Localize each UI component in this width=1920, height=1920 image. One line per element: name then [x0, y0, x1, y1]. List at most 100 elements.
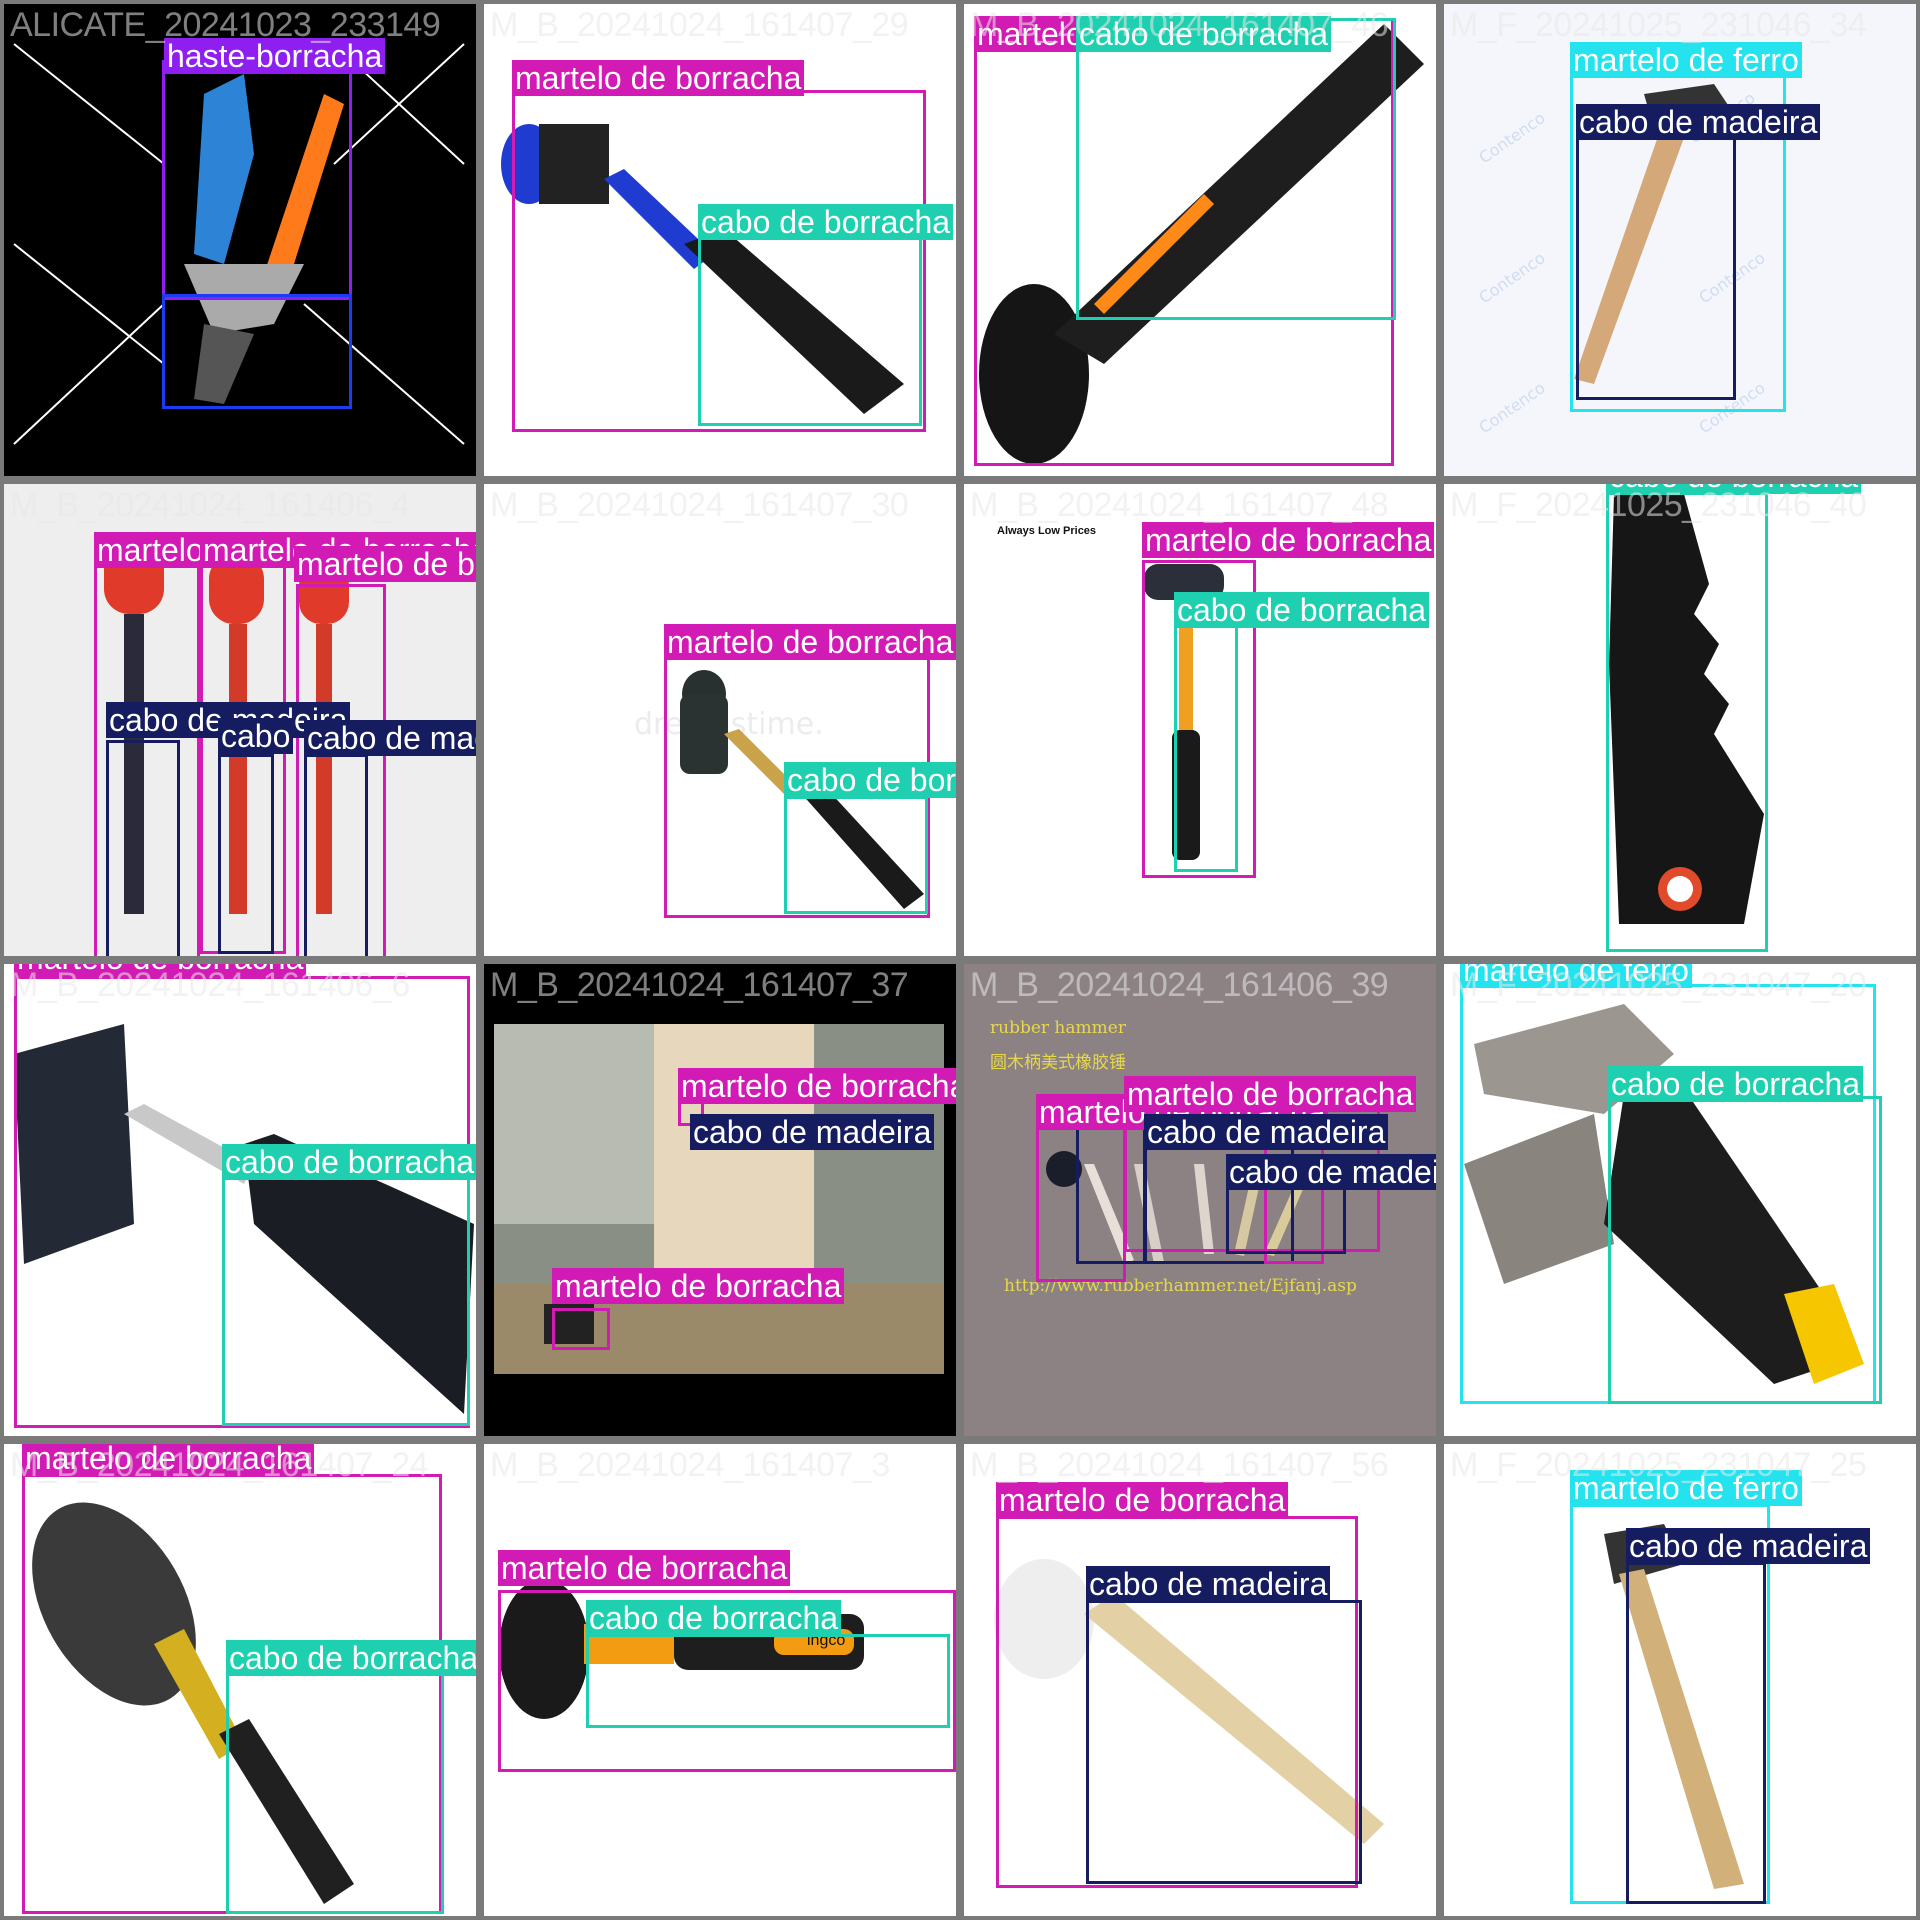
- label-martelo-de-borracha: martelo de borracha: [22, 1444, 315, 1476]
- cabo-box: [226, 1640, 444, 1914]
- tile-filename: M_B_20241024_161406_4: [10, 486, 410, 524]
- image-tile-14[interactable]: ingco martelo de borracha cabo de borrac…: [484, 1444, 956, 1916]
- image-tile-13[interactable]: martelo de borracha cabo de borracha M_B…: [4, 1444, 476, 1916]
- tile-filename: M_B_20241024_161407_3: [490, 1446, 890, 1484]
- cabo-box: [586, 1634, 950, 1728]
- rubber-hammer-image: [979, 24, 1424, 464]
- label-cabo-de-madeira: cabo de madeira: [1576, 104, 1821, 140]
- tile-filename: M_B_20241024_161407_29: [490, 6, 909, 44]
- cabo-box: [1608, 1096, 1882, 1404]
- svg-text:Contenco: Contenco: [1475, 108, 1548, 167]
- label-martelo-de-ferro: martelo de ferro: [1570, 42, 1802, 78]
- store-logo: Always Low Prices: [997, 525, 1097, 537]
- cabo-box: [1626, 1562, 1766, 1904]
- cabo-box: [1576, 108, 1736, 400]
- label-martelo-de-borracha: martelo de borracha: [14, 964, 307, 976]
- cabo-box: [1086, 1600, 1362, 1884]
- label-cabo-de-madeira: cabo de madeira: [1626, 1528, 1871, 1564]
- label-martelo: martelo: [94, 532, 207, 568]
- svg-text:Contenco: Contenco: [1475, 248, 1548, 307]
- cabo-box-3: [304, 754, 368, 956]
- image-tile-8[interactable]: cabo de borracha M_F_20241025_231046_40: [1444, 484, 1916, 956]
- label-martelo-de-borracha: martelo de borracha: [552, 1268, 845, 1304]
- label-cabo: cabo: [218, 718, 294, 754]
- label-cabo-de-borracha: cabo de borracha: [226, 1640, 476, 1676]
- label-martelo-de-ferro: martelo de ferro: [1460, 964, 1692, 988]
- martelo-box: [1142, 560, 1256, 878]
- image-tile-7[interactable]: Always Low Prices martelo de borracha ca…: [964, 484, 1436, 956]
- cabo-box: [222, 1144, 470, 1426]
- cabo-box: [1076, 18, 1396, 320]
- label-martelo-de-borracha: martelo de borracha: [1142, 522, 1435, 558]
- haste-borracha-box: [162, 60, 352, 300]
- image-tile-4[interactable]: Contenco Contenco Contenco Contenco Cont…: [1444, 4, 1916, 476]
- label-cabo-de-borracha: cabo de borracha: [1606, 484, 1862, 494]
- label-martelo-de-ferro: martelo de ferro: [1570, 1470, 1802, 1506]
- label-cabo-de-borracha: cabo de borracha: [1174, 592, 1430, 628]
- label-cabo-de-borracha: cabo de borracha: [1608, 1066, 1864, 1102]
- tile-filename: M_B_20241024_161407_37: [490, 966, 909, 1004]
- tile-filename: M_F_20241025_231047_25: [1450, 1446, 1867, 1484]
- image-tile-12[interactable]: martelo de ferro cabo de borracha M_F_20…: [1444, 964, 1916, 1436]
- tile-filename: M_F_20241025_231046_34: [1450, 6, 1867, 44]
- label-martelo-de-borracha: martelo de borracha: [678, 1068, 956, 1104]
- tile-filename: M_B_20241024_161407_56: [970, 1446, 1389, 1484]
- image-tile-3[interactable]: martelo cabo de borracha M_B_20241024_16…: [964, 4, 1436, 476]
- label-martelo-de-borracha: martelo de borracha: [512, 60, 805, 96]
- image-tile-10[interactable]: martelo de borracha cabo de madeira mart…: [484, 964, 956, 1436]
- image-tile-6[interactable]: dreamstime. martelo de borracha cabo de …: [484, 484, 956, 956]
- cabo-box: [784, 796, 928, 914]
- rubber-grip-image: [1609, 494, 1764, 924]
- label-martelo-de-borracha: martelo de borracha: [664, 624, 956, 660]
- label-martelo-de-borracha: martelo de borracha: [294, 546, 476, 582]
- cabo-box: [1174, 622, 1238, 872]
- image-tile-9[interactable]: martelo de borracha cabo de borracha M_B…: [4, 964, 476, 1436]
- tile-filename: M_F_20241025_231047_20: [1450, 966, 1867, 1004]
- tile-filename: M_B_20241024_161407_46: [970, 6, 1389, 44]
- label-haste-borracha: haste-borracha: [164, 38, 386, 74]
- workshop-video-frame: [494, 1024, 944, 1374]
- tile-filename: M_B_20241024_161406_39: [970, 966, 1389, 1004]
- tile-filename: M_F_20241025_231046_40: [1450, 486, 1867, 524]
- tile-filename: M_B_20241024_161407_24: [10, 1446, 429, 1484]
- tile-filename: ALICATE_20241023_233149: [10, 6, 441, 44]
- label-martelo: martelo: [974, 16, 1087, 52]
- rubber-hammer-image: [501, 124, 904, 414]
- tile-filename: M_B_20241024_161406_6: [10, 966, 410, 1004]
- label-cabo-de-borracha: cabo de borracha: [586, 1600, 842, 1636]
- cabo-box-2: [218, 754, 274, 954]
- overlay-text-rubber-hammer: rubber hammer: [990, 1018, 1126, 1038]
- rubber-hammer-image: [32, 1502, 354, 1904]
- image-tile-15[interactable]: martelo de borracha cabo de madeira M_B_…: [964, 1444, 1436, 1916]
- label-cabo-de-madeira: cabo de madeira: [1144, 1114, 1389, 1150]
- label-cabo-de-borracha: cabo de borracha: [784, 762, 956, 798]
- pliers-box: [162, 294, 352, 409]
- label-cabo-de-madeira: cabo de madeira: [1086, 1566, 1331, 1602]
- label-cabo-de-madeira: cabo de madeira: [690, 1114, 935, 1150]
- label-martelo-de-borracha: martelo de borracha: [498, 1550, 791, 1586]
- label-martelo-de-borracha: martelo de borracha: [1124, 1076, 1417, 1112]
- label-cabo-de-madeira: cabo de madeira: [304, 720, 476, 756]
- tile-filename: M_B_20241024_161407_30: [490, 486, 909, 524]
- label-martelo-de-borracha: martelo de borracha: [996, 1482, 1289, 1518]
- tile-filename: M_B_20241024_161407_48: [970, 486, 1389, 524]
- cabo-box-1: [1076, 1124, 1146, 1264]
- image-tile-2[interactable]: martelo de borracha cabo de borracha M_B…: [484, 4, 956, 476]
- label-cabo-de-borracha: cabo de borracha: [222, 1144, 476, 1180]
- white-rubber-hammer-image: [994, 1559, 1384, 1844]
- label-cabo-de-borracha: cabo de borracha: [1076, 16, 1332, 52]
- rubber-hammer-image: [1144, 564, 1224, 860]
- label-cabo-de-borracha: cabo de borracha: [698, 204, 954, 240]
- martelo-box-2: [552, 1308, 610, 1350]
- cabo-box: [698, 236, 922, 426]
- cabo-box-1: [106, 740, 180, 956]
- martelo-box-3: [296, 584, 386, 956]
- image-tile-16[interactable]: martelo de ferro cabo de madeira M_F_202…: [1444, 1444, 1916, 1916]
- martelo-box: [498, 1590, 956, 1772]
- image-tile-1[interactable]: haste-borracha ALICATE_20241023_233149: [4, 4, 476, 476]
- rubber-hammer-image: [14, 1024, 474, 1414]
- label-cabo-de-madeira: cabo de madeira: [1226, 1154, 1436, 1190]
- image-tile-5[interactable]: martelo martelo de borracha martelo de b…: [4, 484, 476, 956]
- image-tile-11[interactable]: rubber hammer 圆木柄美式橡胶锤 http://www.rubber…: [964, 964, 1436, 1436]
- cabo-box: [1606, 492, 1768, 952]
